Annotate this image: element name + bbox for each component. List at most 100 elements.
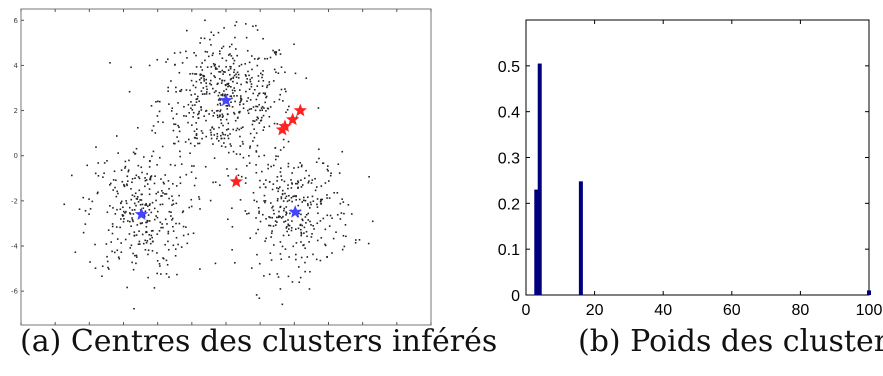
data-point: [192, 116, 194, 118]
data-point: [287, 165, 290, 168]
data-point: [279, 206, 282, 209]
data-point: [314, 177, 316, 180]
data-point: [339, 202, 342, 205]
data-point: [193, 136, 196, 139]
data-point: [256, 64, 259, 67]
data-point: [302, 199, 305, 202]
red-star-icon: [285, 112, 300, 126]
data-point: [195, 73, 198, 75]
data-point: [305, 222, 307, 224]
data-point: [209, 79, 212, 82]
data-point: [143, 215, 146, 218]
data-point: [270, 165, 272, 168]
data-point: [122, 214, 125, 217]
data-point: [252, 120, 254, 122]
x-tick-label: 40: [654, 302, 672, 319]
data-point: [341, 198, 343, 200]
data-point: [116, 238, 119, 240]
data-point: [284, 71, 286, 74]
data-point: [279, 253, 282, 255]
data-point: [189, 73, 191, 75]
data-point: [136, 126, 139, 129]
data-point: [149, 160, 151, 163]
data-point: [174, 254, 177, 257]
data-point: [158, 100, 161, 103]
data-point: [130, 66, 132, 69]
data-point: [84, 209, 87, 212]
data-point: [138, 177, 141, 180]
data-point: [285, 111, 287, 114]
data-point: [139, 243, 141, 245]
data-point: [253, 136, 256, 139]
data-point: [257, 58, 259, 60]
data-point: [148, 220, 151, 222]
data-point: [175, 185, 178, 187]
data-point: [217, 94, 220, 97]
data-point: [229, 65, 231, 68]
data-point: [209, 82, 211, 85]
data-point: [258, 155, 260, 158]
data-point: [226, 113, 229, 115]
data-point: [306, 196, 309, 199]
data-point: [273, 122, 276, 125]
data-point: [298, 212, 300, 215]
data-point: [175, 113, 178, 115]
data-point: [194, 73, 196, 75]
data-point: [273, 51, 276, 53]
data-point: [287, 224, 290, 227]
data-point: [102, 176, 104, 178]
data-point: [278, 98, 281, 101]
data-point: [236, 117, 239, 119]
data-point: [170, 110, 173, 112]
data-point: [222, 45, 225, 48]
data-point: [167, 90, 169, 92]
data-point: [221, 57, 224, 60]
data-point: [223, 27, 225, 29]
data-point: [290, 196, 293, 199]
data-point: [320, 198, 322, 201]
data-point: [287, 228, 290, 230]
data-point: [122, 220, 125, 223]
data-point: [283, 209, 285, 212]
data-point: [345, 235, 347, 238]
data-point: [231, 207, 233, 210]
data-point: [268, 81, 271, 83]
data-point: [108, 268, 110, 270]
data-point: [281, 303, 284, 306]
data-point: [228, 85, 230, 87]
data-point: [336, 214, 339, 216]
data-point: [168, 197, 170, 200]
data-point: [265, 96, 267, 99]
data-point: [177, 243, 179, 246]
data-point: [270, 259, 273, 261]
data-point: [229, 78, 232, 81]
data-point: [142, 207, 145, 210]
data-point: [219, 114, 221, 117]
data-point: [335, 231, 337, 234]
data-point: [205, 110, 207, 112]
data-point: [144, 177, 146, 179]
data-point: [136, 224, 139, 226]
data-point: [113, 170, 116, 173]
data-point: [192, 84, 195, 87]
data-point: [279, 93, 281, 96]
data-point: [136, 196, 139, 198]
data-point: [179, 51, 182, 54]
data-point: [180, 246, 183, 248]
data-point: [133, 307, 135, 310]
data-point: [240, 98, 243, 101]
data-point: [257, 228, 259, 231]
data-point: [177, 140, 180, 143]
data-point: [220, 145, 223, 147]
data-point: [170, 211, 172, 214]
data-point: [253, 128, 255, 130]
data-point: [244, 210, 247, 212]
data-point: [162, 226, 164, 229]
data-point: [239, 95, 242, 97]
data-point: [212, 63, 215, 65]
data-point: [126, 184, 128, 187]
data-point: [171, 219, 173, 221]
data-point: [206, 88, 208, 91]
data-point: [131, 209, 134, 211]
data-point: [122, 206, 124, 209]
